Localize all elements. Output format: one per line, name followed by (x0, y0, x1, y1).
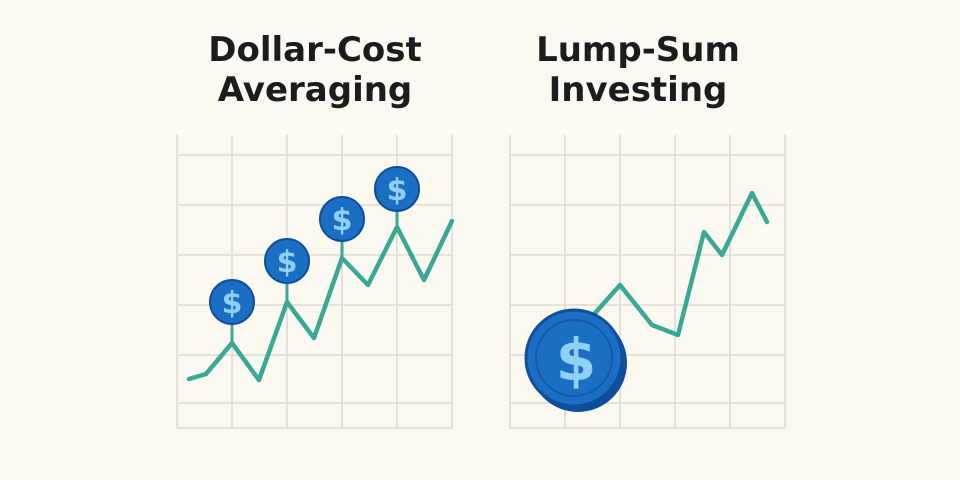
dca-coin-symbol: $ (332, 203, 353, 238)
dollar-coin-icon: $ (209, 279, 255, 325)
lump-sum-price-line (569, 190, 770, 351)
lump-sum-title: Lump-Sum Investing (488, 30, 788, 110)
dca-coin-symbol: $ (387, 173, 408, 208)
lump-sum-title-line1: Lump-Sum (536, 30, 740, 70)
dca-coin-symbol: $ (277, 245, 298, 280)
dca-title: Dollar-Cost Averaging (165, 30, 465, 110)
dca-panel: $ $ $ $ (176, 135, 455, 429)
dca-coin-stems (230, 210, 399, 343)
dollar-coin-icon: $ (524, 308, 627, 412)
dca-coin-symbol: $ (222, 286, 243, 321)
dca-title-line2: Averaging (217, 70, 413, 110)
lump-sum-panel: $ (509, 135, 786, 429)
dollar-coin-icon: $ (264, 238, 310, 284)
dca-price-line (186, 218, 455, 383)
lump-sum-coin-symbol: $ (556, 326, 596, 394)
dollar-coin-icon: $ (374, 166, 420, 212)
dollar-coin-icon: $ (319, 196, 365, 242)
dca-title-line1: Dollar-Cost (208, 30, 422, 70)
lump-sum-title-line2: Investing (548, 70, 728, 110)
